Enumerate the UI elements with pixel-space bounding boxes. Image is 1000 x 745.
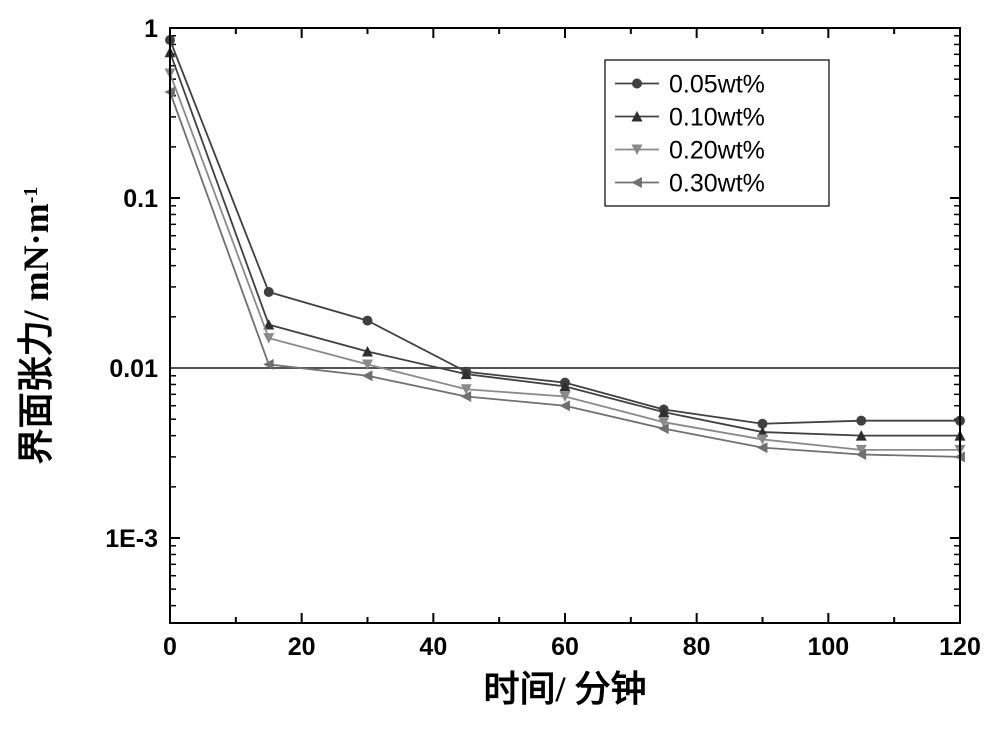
y-tick-label: 1E-3 [105,525,158,553]
x-tick-label: 40 [419,633,447,661]
y-tick-label: 0.1 [123,185,158,213]
legend: 0.05wt% 0.10wt% 0.20wt% 0.30wt% [605,60,829,206]
x-tick-label: 20 [288,633,316,661]
legend-label: 0.10wt% [669,104,765,132]
legend-label: 0.30wt% [669,170,765,198]
x-tick-label: 120 [939,633,981,661]
y-tick-label: 1 [144,15,158,43]
data-point [856,416,866,426]
chart-stage: 0 20 40 60 80 100 120 1 0.1 0.01 1E-3 时间/ 分钟 界面张力/ m… [0,0,1000,745]
x-tick-label: 100 [807,633,849,661]
x-tick-label: 80 [683,633,711,661]
data-point [363,316,373,326]
x-axis-label: 时间/ 分钟 [483,669,646,709]
data-point [264,287,274,297]
x-tick-label: 0 [163,633,177,661]
chart-svg: 0 20 40 60 80 100 120 1 0.1 0.01 1E-3 时间/ 分钟 界面张力/ m… [0,0,1000,745]
y-axis-label: 界面张力/ mN·m-1 [16,187,56,465]
y-tick-label: 0.01 [109,355,158,383]
x-tick-label: 60 [551,633,579,661]
legend-label: 0.20wt% [669,137,765,165]
legend-label: 0.05wt% [669,71,765,99]
svg-text:界面张力/ mN·m-1: 界面张力/ mN·m-1 [16,187,56,465]
